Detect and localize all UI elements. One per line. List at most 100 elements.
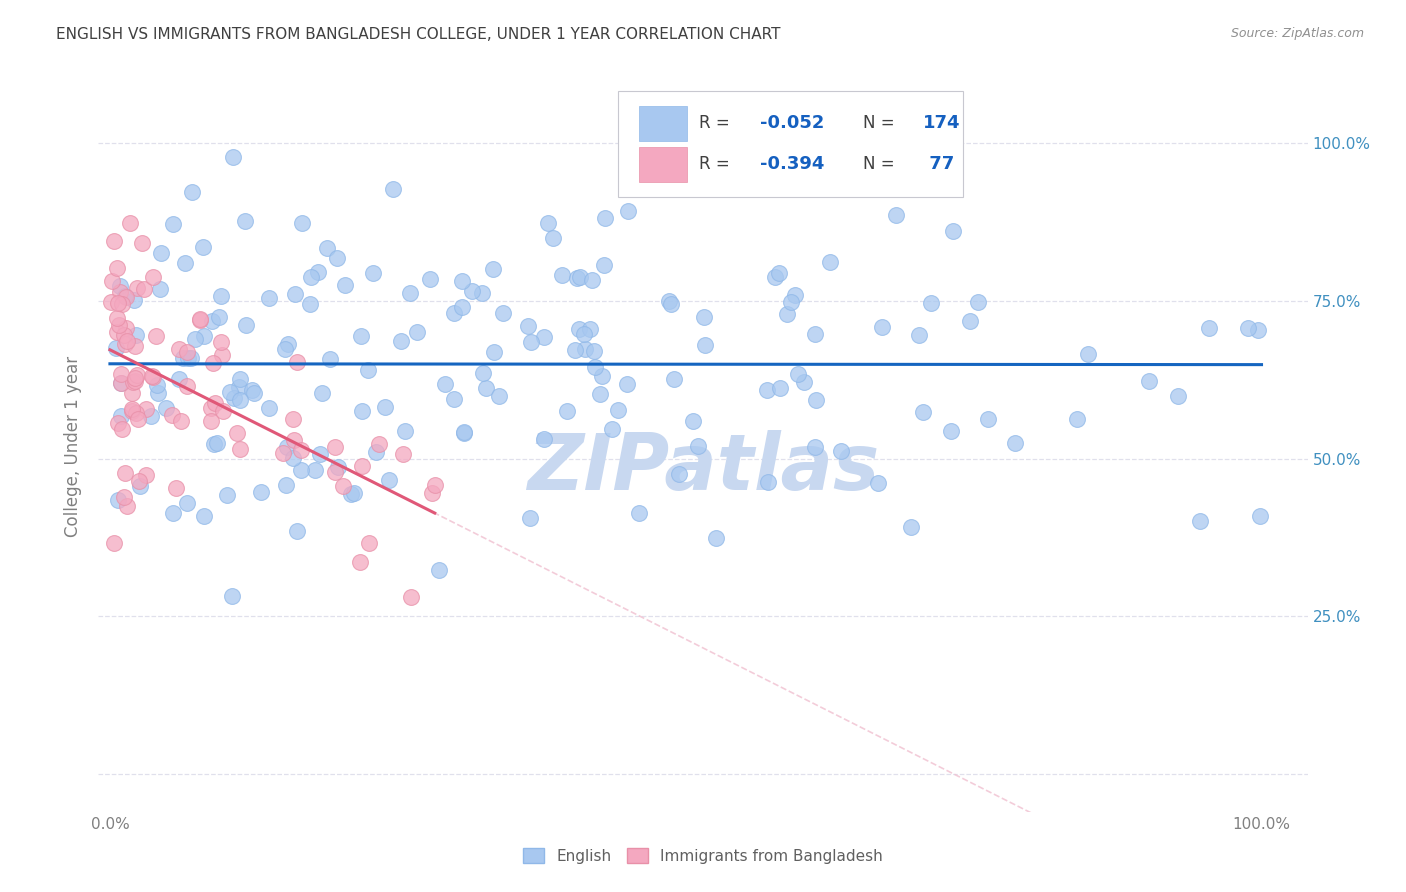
Point — [311, 385, 333, 400]
Point — [281, 411, 304, 425]
Point — [111, 297, 134, 311]
Point — [804, 392, 827, 407]
Point — [115, 320, 138, 334]
Point — [340, 487, 363, 501]
Point — [177, 351, 200, 366]
Point — [173, 256, 195, 270]
Point — [1198, 321, 1220, 335]
Point — [427, 563, 450, 577]
Point — [135, 468, 157, 483]
Point — [283, 434, 305, 448]
Point — [793, 375, 815, 389]
Point — [165, 481, 187, 495]
Legend: English, Immigrants from Bangladesh: English, Immigrants from Bangladesh — [516, 842, 890, 870]
Point — [202, 356, 225, 370]
Point — [911, 405, 934, 419]
Point — [939, 424, 962, 438]
Point — [763, 270, 786, 285]
Point — [366, 445, 388, 459]
Point — [326, 460, 349, 475]
Point — [350, 458, 373, 473]
Point — [167, 372, 190, 386]
Point — [942, 224, 965, 238]
Bar — [638, 106, 688, 141]
Point — [148, 386, 170, 401]
Point — [176, 345, 198, 359]
Point — [349, 555, 371, 569]
Point — [121, 404, 143, 418]
Point — [271, 446, 294, 460]
Bar — [638, 147, 688, 182]
Point — [443, 306, 465, 320]
Point — [475, 381, 498, 395]
Point — [188, 312, 211, 326]
Point — [240, 384, 263, 398]
Point — [274, 343, 297, 357]
Point — [193, 240, 215, 254]
Point — [519, 510, 541, 524]
Point — [374, 400, 396, 414]
Point — [755, 384, 778, 398]
Point — [900, 520, 922, 534]
Point — [121, 402, 143, 417]
Point — [222, 150, 245, 164]
Point — [693, 338, 716, 352]
Point — [568, 322, 591, 336]
Point — [281, 451, 304, 466]
Point — [228, 393, 250, 408]
Point — [583, 344, 606, 359]
Point — [335, 277, 357, 292]
Point — [155, 401, 177, 415]
Point — [100, 295, 122, 310]
Point — [235, 318, 257, 333]
Text: R =: R = — [699, 155, 735, 173]
Point — [124, 371, 146, 385]
Point — [107, 493, 129, 508]
Point — [482, 261, 505, 276]
Point — [100, 275, 122, 289]
Text: -0.394: -0.394 — [759, 155, 824, 173]
Text: ZIPatlas: ZIPatlas — [527, 430, 879, 506]
Point — [887, 177, 910, 191]
Point — [284, 286, 307, 301]
Point — [307, 264, 329, 278]
Point — [420, 486, 443, 500]
Point — [228, 380, 250, 394]
Point — [382, 182, 405, 196]
Point — [107, 296, 129, 310]
Point — [1137, 374, 1160, 388]
Point — [141, 369, 163, 384]
Point — [886, 208, 908, 222]
Text: -0.052: -0.052 — [759, 114, 824, 132]
Point — [977, 412, 1000, 426]
Point — [471, 366, 494, 380]
Point — [103, 234, 125, 248]
Text: ENGLISH VS IMMIGRANTS FROM BANGLADESH COLLEGE, UNDER 1 YEAR CORRELATION CHART: ENGLISH VS IMMIGRANTS FROM BANGLADESH CO… — [56, 27, 780, 42]
Point — [285, 355, 308, 369]
Point — [176, 378, 198, 392]
Point — [492, 306, 515, 320]
Point — [682, 414, 704, 428]
Point — [350, 329, 373, 343]
Point — [818, 255, 841, 269]
Text: Source: ZipAtlas.com: Source: ZipAtlas.com — [1230, 27, 1364, 40]
Point — [181, 186, 204, 200]
Point — [920, 295, 942, 310]
Point — [908, 327, 931, 342]
Point — [132, 282, 155, 296]
Text: R =: R = — [699, 114, 735, 132]
Point — [229, 371, 252, 385]
Point — [959, 314, 981, 328]
Point — [124, 406, 146, 420]
Point — [316, 242, 339, 256]
Point — [167, 342, 190, 356]
Point — [125, 281, 148, 295]
Point — [105, 341, 128, 355]
Point — [124, 339, 146, 353]
Point — [1004, 435, 1026, 450]
Point — [114, 466, 136, 480]
Point — [228, 442, 250, 456]
Point — [319, 352, 342, 367]
Point — [1249, 509, 1271, 524]
Point — [114, 289, 136, 303]
